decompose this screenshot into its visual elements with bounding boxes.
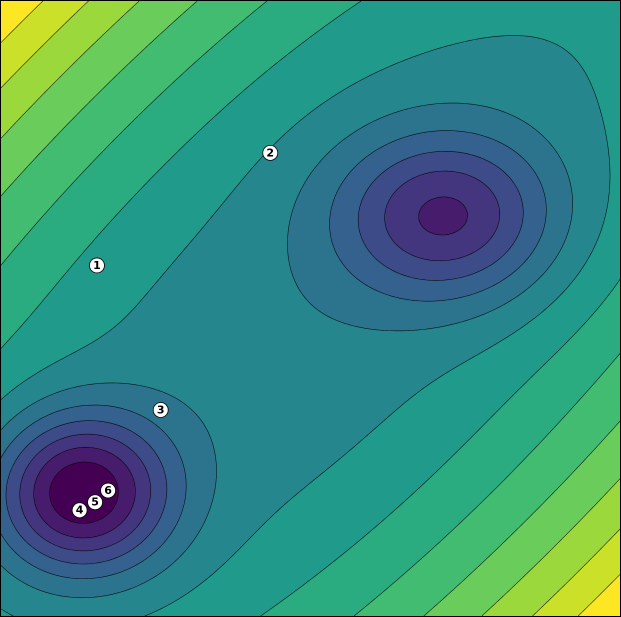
point-marker [152,402,169,418]
point-label: 2 [266,146,274,159]
point-label: 6 [104,484,112,497]
contour-line-2 [33,196,468,539]
point-label: 5 [91,496,99,509]
contour-line-5 [1,130,547,580]
point-2: 2 [262,145,279,161]
optimization-points: 1 2 3 456 [71,145,279,519]
contour-line-4 [5,151,524,565]
contour-line-6 [1,102,573,598]
point-label: 1 [93,259,101,272]
point-marker [89,257,105,274]
point-marker [262,145,279,161]
point-6: 6 [100,482,116,499]
contour-line-3 [19,170,501,552]
contour-line-1 [49,461,119,524]
point-label: 3 [157,403,165,416]
point-marker [71,502,88,519]
contour-line-7 [1,35,611,616]
point-1: 1 [89,257,105,274]
point-5: 5 [87,494,103,511]
point-3: 3 [152,402,169,418]
point-marker [100,482,116,499]
point-label: 4 [76,504,84,517]
point-marker [87,494,103,511]
point-4: 4 [71,502,88,519]
